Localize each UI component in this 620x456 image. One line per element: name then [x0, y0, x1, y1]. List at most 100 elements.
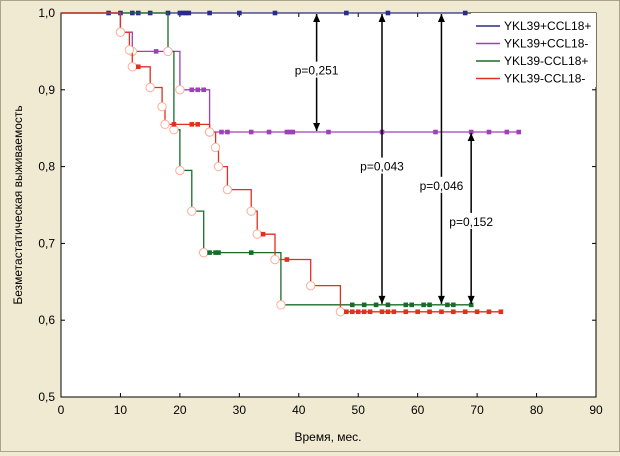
censored-point: [474, 309, 480, 315]
censored-point: [486, 309, 492, 315]
censored-point: [361, 302, 367, 308]
event-point: [210, 142, 221, 153]
x-tick-label: 50: [352, 403, 366, 417]
event-point: [145, 82, 155, 93]
censored-point: [355, 309, 361, 315]
censored-point: [415, 309, 420, 315]
censored-point: [403, 302, 409, 308]
censored-point: [284, 257, 290, 262]
censored-point: [373, 302, 379, 308]
event-point: [252, 229, 262, 239]
censored-point: [433, 129, 438, 135]
censored-point: [207, 10, 212, 16]
p-value-annotation: p=0,043: [355, 14, 409, 304]
censored-point: [207, 250, 212, 255]
censored-point: [248, 129, 254, 135]
arrow-head-down: [378, 295, 386, 304]
censored-point: [498, 309, 504, 315]
event-point: [276, 300, 286, 310]
censored-point: [451, 309, 456, 315]
event-point: [335, 307, 346, 317]
event-point: [187, 206, 197, 216]
p-value-annotation: p=0,251: [289, 14, 344, 132]
x-tick-label: 90: [589, 403, 603, 417]
arrow-head-up: [378, 14, 386, 22]
x-tick-label: 40: [292, 403, 306, 417]
event-point: [115, 27, 126, 37]
censored-point: [171, 122, 177, 127]
p-value-label: p=0,043: [360, 160, 404, 174]
censored-point: [344, 309, 349, 315]
censored-point: [403, 309, 409, 315]
x-tick-label: 70: [470, 403, 484, 417]
censored-point: [462, 309, 468, 315]
censored-point: [189, 122, 195, 127]
censored-point: [344, 10, 349, 16]
censored-point: [135, 64, 141, 70]
censored-point: [409, 302, 415, 308]
y-axis-label: Безметастатическая выживаемость: [11, 105, 25, 304]
arrow-head-up: [437, 14, 445, 22]
p-value-label: p=0,152: [449, 215, 493, 229]
censored-point: [153, 49, 159, 54]
censored-point: [290, 129, 296, 135]
event-point: [198, 247, 209, 258]
censored-point: [326, 129, 331, 135]
p-value-label: p=0,046: [420, 179, 464, 193]
censored-point: [468, 302, 474, 308]
censored-point: [391, 309, 397, 315]
censored-point: [427, 302, 432, 308]
x-tick-label: 60: [411, 403, 425, 417]
censored-point: [219, 129, 224, 135]
censored-point: [260, 231, 266, 237]
censored-point: [427, 309, 432, 315]
censored-point: [180, 10, 186, 16]
y-tick-label: 1,0: [38, 6, 55, 20]
series-layer: [61, 10, 522, 317]
censored-point: [272, 10, 278, 16]
censored-point: [287, 129, 293, 135]
arrow-head-down: [467, 295, 475, 304]
x-tick-label: 20: [173, 403, 187, 417]
event-point: [160, 119, 170, 130]
x-axis-label: Время, мес.: [294, 430, 361, 444]
annotation-layer: p=0,251 p=0,043 p=0,046 p=0,152: [289, 14, 499, 304]
y-tick-label: 0,5: [38, 390, 55, 404]
legend-entry: YKL39+CCL18-: [504, 37, 588, 51]
event-point: [305, 280, 316, 291]
arrow-head-down: [313, 123, 321, 132]
p-value-label-bg: [289, 61, 344, 78]
x-tick-label: 10: [114, 403, 128, 417]
x-tick-label: 0: [58, 403, 65, 417]
x-tick-label: 30: [233, 403, 247, 417]
arrow-head-up: [467, 133, 475, 142]
arrow-head-up: [313, 14, 321, 22]
arrow-head-down: [437, 295, 445, 304]
censored-point: [177, 10, 183, 16]
event-point: [222, 184, 233, 195]
censored-point: [248, 250, 254, 255]
censored-point: [186, 10, 192, 16]
censored-point: [213, 250, 218, 255]
p-value-label-bg: [444, 212, 499, 229]
series-ykl39-ccl18-: [61, 12, 474, 310]
event-point: [175, 165, 185, 176]
p-value-annotation: p=0,152: [444, 133, 499, 304]
event-point: [157, 101, 167, 112]
censored-point: [445, 302, 450, 308]
event-point: [213, 161, 224, 172]
censored-point: [361, 309, 367, 315]
censored-point: [201, 87, 206, 93]
event-point: [169, 125, 179, 135]
censored-point: [367, 309, 373, 315]
censored-point: [266, 129, 272, 135]
event-point: [175, 85, 185, 95]
p-value-label: p=0,251: [295, 64, 339, 78]
event-point: [204, 127, 215, 137]
censored-point: [451, 302, 456, 308]
y-tick-label: 0,8: [38, 160, 55, 174]
legend: YKL39+CCL18+ YKL39+CCL18- YKL39-CCL18+ YKL3…: [471, 13, 596, 87]
y-tick-label: 0,6: [38, 313, 55, 327]
event-point: [124, 45, 135, 55]
